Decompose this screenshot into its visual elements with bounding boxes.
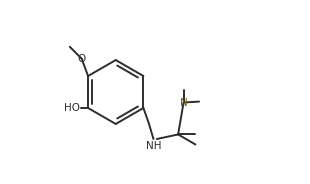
Text: NH: NH [146,141,161,151]
Text: N: N [180,98,188,107]
Text: HO: HO [64,103,80,113]
Text: O: O [78,54,86,64]
